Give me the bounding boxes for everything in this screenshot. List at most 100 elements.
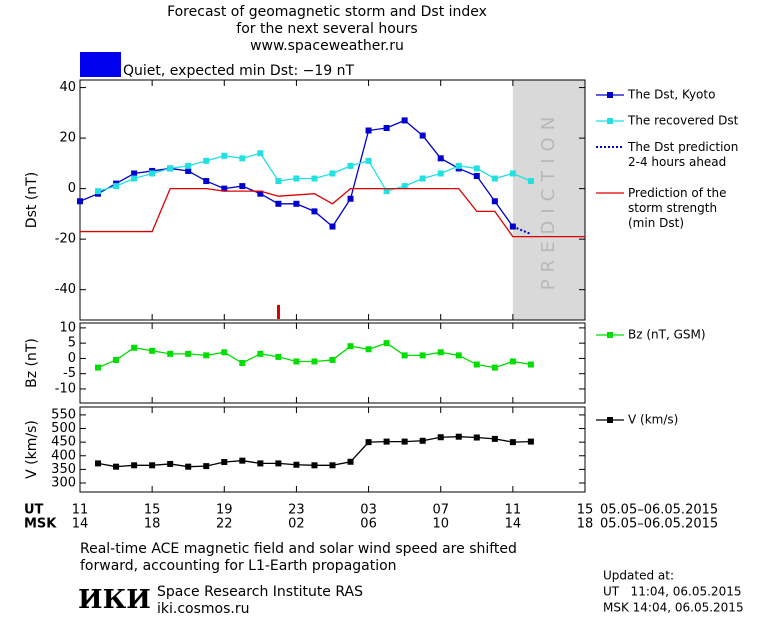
- logo: ИКИ: [78, 585, 151, 615]
- x-tick-label: 18: [577, 517, 594, 532]
- x-tick-label: 18: [144, 517, 161, 532]
- prediction-label: PREDICTION: [538, 110, 559, 290]
- series-line: [97, 436, 531, 468]
- data-point: [383, 340, 390, 347]
- y-tick-label: -20: [55, 232, 76, 247]
- plot-frame: [79, 322, 586, 404]
- note-line: Real-time ACE magnetic field and solar w…: [80, 541, 517, 557]
- data-point: [419, 352, 426, 359]
- x-tick-label: 11: [72, 503, 89, 518]
- legend-label: The recovered Dst: [627, 114, 739, 128]
- y-tick-label: 400: [51, 448, 76, 463]
- data-point: [383, 125, 390, 131]
- data-point: [365, 127, 372, 134]
- x-tick-label: 14: [72, 517, 89, 532]
- x-tick-label: 03: [360, 503, 377, 518]
- y-axis-label: V (km/s): [24, 420, 40, 479]
- x-tick-label: 10: [432, 517, 449, 532]
- legend-marker: [607, 417, 613, 423]
- data-point: [491, 435, 498, 442]
- data-point: [275, 353, 282, 360]
- y-tick-label: 0: [68, 351, 76, 366]
- data-point: [131, 170, 138, 177]
- data-point: [401, 183, 408, 190]
- data-point: [311, 462, 318, 469]
- y-tick-label: 450: [51, 435, 76, 450]
- prediction-shade: [512, 80, 585, 320]
- data-point: [509, 358, 516, 365]
- y-tick-label: -10: [55, 381, 76, 396]
- data-point: [383, 438, 390, 445]
- site: iki.cosmos.ru: [157, 601, 249, 617]
- x-tick-label: 22: [216, 517, 233, 532]
- data-point: [95, 364, 102, 371]
- data-point: [149, 347, 156, 354]
- data-point: [131, 462, 138, 469]
- data-point: [473, 434, 480, 441]
- data-point: [365, 157, 372, 164]
- now-marker: [277, 305, 280, 319]
- data-point: [527, 178, 534, 185]
- data-point: [113, 356, 120, 363]
- data-point: [437, 349, 444, 356]
- title-line: Forecast of geomagnetic storm and Dst in…: [167, 4, 487, 20]
- data-point: [491, 175, 498, 182]
- data-point: [257, 190, 264, 197]
- data-point: [365, 439, 372, 446]
- updated-title: Updated at:: [603, 569, 674, 583]
- updated-ut: UT 11:04, 06.05.2015: [603, 585, 741, 599]
- legend-marker: [607, 92, 613, 98]
- legend-label: V (km/s): [628, 413, 678, 427]
- data-point: [311, 358, 318, 365]
- data-point: [239, 457, 246, 464]
- data-point: [275, 200, 282, 207]
- x-tick-label: 15: [144, 503, 161, 518]
- title-line: for the next several hours: [236, 21, 417, 37]
- data-point: [257, 150, 264, 157]
- data-point: [149, 462, 156, 469]
- title-line: www.spaceweather.ru: [250, 38, 404, 54]
- data-point: [203, 463, 210, 470]
- data-point: [257, 350, 264, 357]
- data-point: [455, 162, 462, 169]
- data-point: [437, 434, 444, 441]
- data-point: [491, 364, 498, 371]
- data-point: [131, 344, 138, 351]
- data-point: [221, 152, 228, 159]
- data-point: [293, 200, 300, 207]
- legend-marker: [607, 118, 613, 124]
- series-line: [97, 152, 532, 192]
- x-tick-label: 14: [505, 517, 522, 532]
- y-axis-label: Dst (nT): [24, 172, 40, 228]
- legend-marker: [607, 332, 613, 338]
- data-point: [221, 459, 228, 466]
- data-point: [203, 352, 210, 359]
- y-tick-label: 0: [68, 181, 76, 196]
- y-tick-label: 40: [59, 80, 76, 95]
- data-point: [419, 132, 426, 139]
- data-point: [347, 458, 354, 465]
- data-point: [347, 162, 354, 169]
- data-point: [401, 352, 408, 359]
- data-point: [527, 361, 534, 368]
- x-tick-label: 06: [360, 517, 377, 532]
- series-line: [80, 187, 585, 238]
- data-point: [95, 460, 102, 467]
- y-tick-label: 550: [51, 407, 76, 422]
- data-point: [185, 350, 192, 357]
- y-tick-label: -5: [63, 366, 76, 381]
- data-point: [293, 358, 300, 365]
- legend-label: Bz (nT, GSM): [628, 328, 706, 342]
- data-point: [203, 178, 210, 185]
- data-point: [347, 343, 354, 350]
- data-point: [401, 438, 408, 445]
- data-point: [437, 170, 444, 177]
- data-point: [167, 165, 174, 172]
- data-point: [365, 346, 372, 353]
- legend-label: Prediction of the storm strength (min Dst): [628, 186, 727, 230]
- x-date: 05.05–06.05.2015: [600, 517, 718, 532]
- x-tick-label: 15: [577, 503, 594, 518]
- y-tick-label: 300: [51, 476, 76, 491]
- data-point: [419, 437, 426, 444]
